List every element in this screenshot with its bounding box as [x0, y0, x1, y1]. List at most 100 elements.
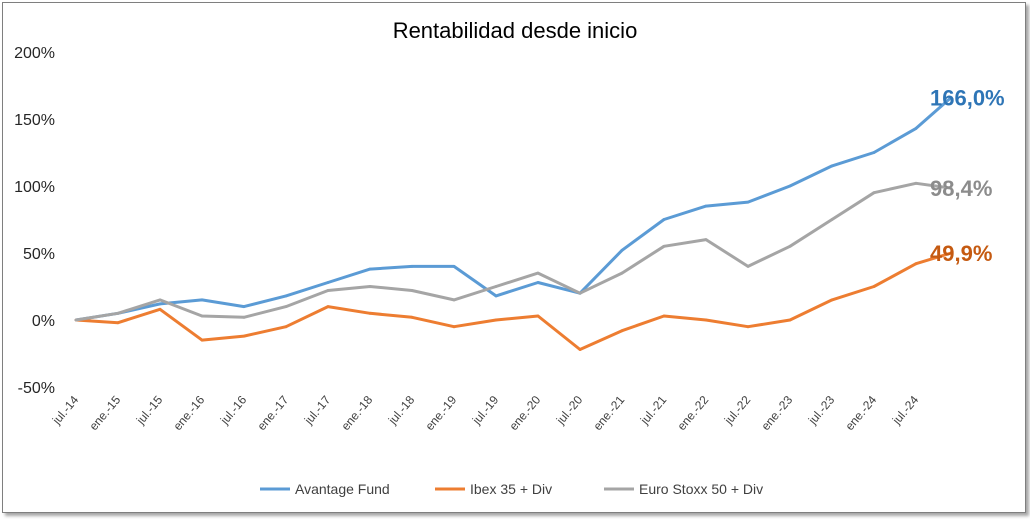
y-axis: -50% 0% 50% 100% 150% 200% — [14, 45, 55, 397]
legend-label: Ibex 35 + Div — [470, 481, 552, 497]
x-tick-label: ene.-20 — [506, 393, 543, 433]
data-point — [494, 294, 498, 298]
data-point — [242, 305, 246, 308]
data-point — [158, 298, 162, 302]
y-tick-label: 200% — [14, 45, 55, 62]
data-point — [158, 302, 162, 306]
end-value-label: 166,0% — [930, 86, 1005, 111]
data-point — [949, 186, 953, 190]
series-line — [75, 96, 952, 322]
data-point — [662, 244, 666, 248]
data-point — [914, 181, 918, 185]
y-tick-label: 100% — [14, 179, 55, 196]
legend-label: Avantage Fund — [295, 481, 390, 497]
data-point — [326, 305, 330, 308]
data-point — [578, 348, 582, 351]
data-point — [914, 262, 918, 266]
x-tick-label: jul.-16 — [217, 393, 250, 428]
x-tick-label: ene.-23 — [758, 393, 795, 433]
x-tick-label: ene.-21 — [590, 393, 627, 433]
data-point — [872, 285, 876, 288]
x-tick-label: ene.-15 — [86, 393, 123, 433]
x-tick-label: jul.-17 — [301, 393, 334, 428]
y-tick-label: 150% — [14, 112, 55, 129]
data-point — [620, 329, 624, 333]
data-point — [284, 305, 288, 308]
x-tick-label: ene.-16 — [170, 393, 207, 433]
chart-frame: Rentabilidad desde inicio -50% 0% 50% 100% 1… — [2, 2, 1026, 513]
y-tick-label: -50% — [18, 380, 55, 397]
data-point — [872, 191, 876, 195]
data-point — [949, 96, 953, 99]
data-point — [368, 267, 372, 271]
data-point — [200, 314, 204, 318]
x-tick-label: jul.-24 — [889, 393, 922, 428]
data-point — [116, 321, 120, 325]
data-point — [200, 338, 204, 342]
legend-label: Euro Stoxx 50 + Div — [639, 481, 763, 497]
series-line — [75, 251, 952, 351]
data-point — [410, 315, 414, 319]
data-point — [830, 164, 834, 168]
x-tick-label: ene.-22 — [674, 393, 711, 433]
data-point — [200, 298, 204, 302]
data-point — [662, 218, 666, 221]
data-point — [949, 251, 953, 255]
y-tick-label: 50% — [23, 246, 55, 263]
data-point — [284, 325, 288, 329]
legend: Avantage Fund Ibex 35 + Div Euro Stoxx 50 … — [260, 481, 763, 497]
x-axis: jul.-14 ene.-15 jul.-15 ene.-16 jul.-16 ene.-… — [49, 393, 922, 433]
data-point — [116, 311, 120, 315]
data-point — [536, 314, 540, 318]
series-line — [75, 181, 952, 322]
data-point — [452, 298, 456, 302]
data-point — [536, 281, 540, 284]
data-point — [662, 314, 666, 318]
x-tick-label: jul.-21 — [637, 393, 670, 428]
data-point — [788, 318, 792, 322]
y-tick-label: 0% — [32, 313, 55, 330]
data-point — [746, 265, 750, 268]
data-point — [914, 126, 918, 130]
data-point — [788, 184, 792, 188]
x-tick-label: jul.-14 — [49, 393, 82, 428]
data-point — [788, 244, 792, 248]
data-point — [284, 294, 288, 298]
data-point — [830, 218, 834, 221]
data-point — [242, 315, 246, 319]
data-point — [368, 311, 372, 315]
data-point — [578, 291, 582, 295]
data-point — [74, 318, 78, 322]
x-tick-label: ene.-18 — [338, 393, 375, 433]
chart-title: Rentabilidad desde inicio — [393, 18, 638, 43]
data-point — [620, 271, 624, 275]
data-point — [494, 318, 498, 322]
data-point — [326, 289, 330, 292]
data-point — [158, 307, 162, 311]
data-point — [872, 151, 876, 154]
end-labels: 166,0% 49,9% 98,4% — [930, 86, 1005, 267]
data-point — [830, 298, 834, 302]
x-tick-label: ene.-17 — [254, 393, 291, 433]
x-tick-label: jul.-20 — [553, 393, 586, 428]
data-point — [536, 271, 540, 275]
data-point — [704, 204, 708, 208]
x-tick-label: jul.-22 — [721, 393, 754, 428]
data-point — [410, 289, 414, 292]
data-point — [452, 265, 456, 268]
x-tick-label: jul.-15 — [133, 393, 166, 428]
data-point — [704, 318, 708, 322]
data-point — [494, 285, 498, 288]
data-point — [620, 248, 624, 252]
data-point — [242, 334, 246, 338]
data-point — [704, 238, 708, 242]
end-value-label: 98,4% — [930, 176, 992, 201]
data-point — [452, 325, 456, 329]
data-point — [746, 200, 750, 204]
x-tick-label: ene.-24 — [842, 393, 879, 433]
data-point — [746, 325, 750, 329]
series-lines — [74, 96, 953, 351]
x-tick-label: jul.-23 — [805, 393, 838, 428]
data-point — [368, 285, 372, 288]
